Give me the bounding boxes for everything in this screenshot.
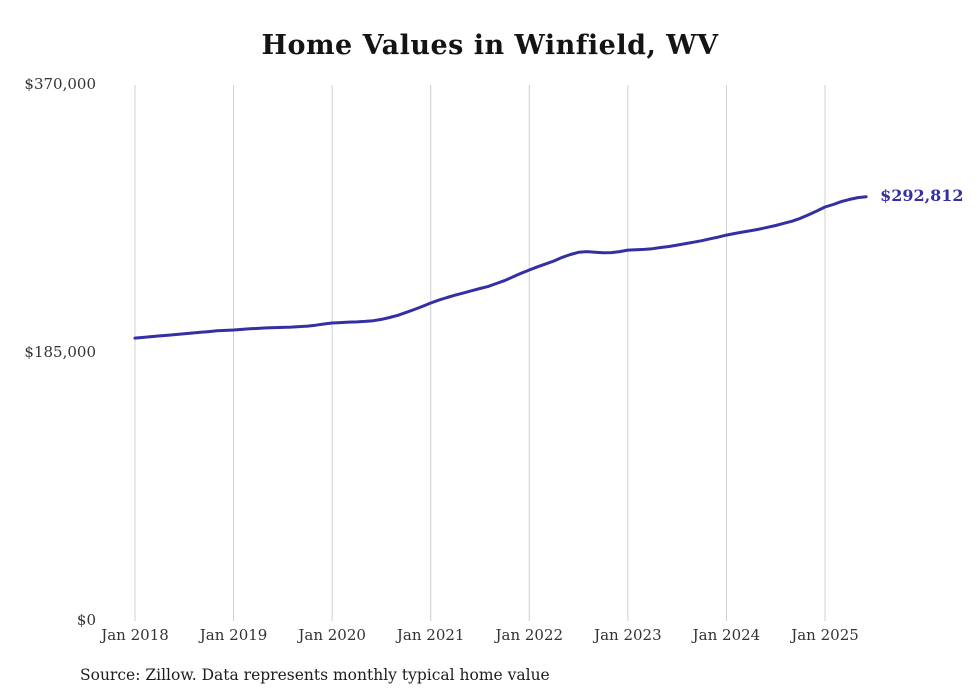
home-value-line bbox=[133, 195, 868, 340]
current-value-label: $292,812 bbox=[880, 185, 964, 205]
x-axis-tick-label: Jan 2025 bbox=[791, 626, 859, 644]
chart-title: Home Values in Winfield, WV bbox=[261, 30, 719, 61]
y-axis-tick-label: $370,000 bbox=[24, 75, 96, 93]
x-axis-tick-label: Jan 2022 bbox=[495, 626, 564, 644]
y-axis-tick-label: $0 bbox=[76, 611, 96, 629]
x-axis-tick-label: Jan 2020 bbox=[298, 626, 366, 644]
source-note: Source: Zillow. Data represents monthly … bbox=[80, 666, 550, 684]
x-axis-tick-label: Jan 2024 bbox=[692, 626, 761, 644]
x-axis-tick-label: Jan 2021 bbox=[396, 626, 465, 644]
x-axis-tick-label: Jan 2018 bbox=[101, 626, 169, 644]
x-axis-tick-label: Jan 2023 bbox=[594, 626, 662, 644]
x-axis-tick-label: Jan 2019 bbox=[199, 626, 268, 644]
y-axis-tick-label: $185,000 bbox=[24, 343, 96, 361]
